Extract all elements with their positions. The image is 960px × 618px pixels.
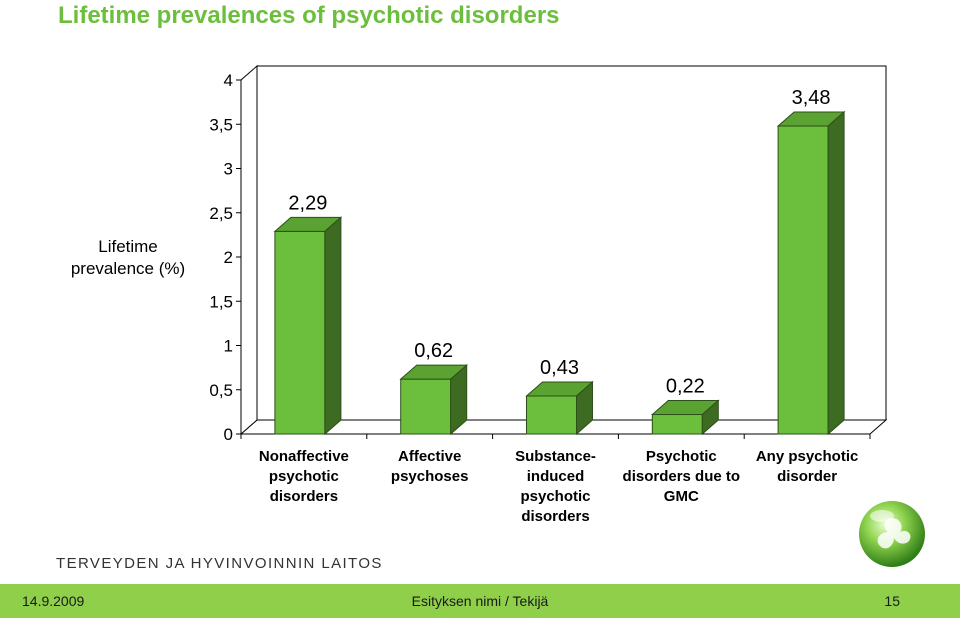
y-tick-label: 0 (224, 425, 233, 444)
y-axis-label: Lifetime prevalence (%) (70, 237, 186, 278)
bar-front (400, 378, 452, 435)
bar-value-label: 2,29 (288, 192, 327, 214)
y-tick-label: 2 (224, 248, 233, 267)
y-tick-label: 2,5 (209, 204, 233, 223)
x-category-label-line: disorders (269, 488, 339, 505)
x-category-label: Affective psychoses (365, 447, 495, 487)
x-category-label-line: psychotic (268, 468, 339, 485)
slide-title: Lifetime prevalences of psychotic disord… (58, 2, 560, 29)
y-tick-label: 3,5 (209, 115, 233, 134)
x-category-label: Substance-induced psychotic disorders (491, 447, 621, 527)
bar-side (324, 216, 342, 436)
x-category-label-line: induced (526, 468, 585, 485)
footer-presentation-name: Esityksen nimi / Tekijä (411, 593, 549, 609)
bar-side (701, 399, 719, 436)
footer-page-number: 15 (884, 593, 900, 609)
x-category-label-line: Substance- (515, 448, 596, 465)
y-axis-ticks: 0 0,5 1 1,5 2 2,5 3 3,5 4 (209, 71, 871, 444)
y-tick-label: 1 (224, 337, 233, 356)
x-category-label-line: disorders (521, 508, 590, 525)
bar-value-label: 3,48 (792, 87, 831, 109)
y-tick-label: 4 (224, 71, 233, 90)
y-tick-label: 3 (224, 160, 233, 179)
x-category-label-line: Nonaffective (258, 448, 349, 465)
chart-back-wall-edge (257, 65, 887, 420)
organization-name: TERVEYDEN JA HYVINVOINNIN LAITOS (56, 555, 383, 572)
value-labels: 2,29 0,62 0,43 0,22 3,48 (288, 87, 830, 398)
footer-bar: 14.9.2009 Esityksen nimi / Tekijä 15 (0, 584, 960, 618)
x-category-label-line: psychotic (520, 488, 591, 505)
chart-side-wall (240, 64, 258, 436)
bar-value-label: 0,62 (414, 340, 453, 362)
y-tick-label: 1,5 (209, 292, 233, 311)
bar-front (651, 414, 703, 435)
bar-front (777, 125, 829, 435)
bar-side (450, 364, 468, 436)
x-category-label-line: GMC (663, 488, 699, 505)
bar-front (526, 395, 577, 435)
x-category-label: Nonaffective psychotic disorders (239, 447, 369, 507)
chart-bars (273, 110, 846, 436)
x-category-label-line: Affective (398, 448, 462, 465)
bar-front (274, 230, 326, 435)
bar-side (576, 380, 593, 436)
bar-value-label: 0,22 (666, 376, 705, 398)
x-category-label-line: psychoses (390, 468, 469, 485)
x-category-label-line: disorder (777, 468, 838, 485)
x-category-label-line: Psychotic (645, 448, 717, 465)
bar-value-label: 0,43 (540, 357, 579, 379)
footer-date: 14.9.2009 (22, 593, 85, 609)
x-category-label-line: disorders due to (622, 468, 741, 485)
x-category-label: Any psychotic disorder (742, 447, 872, 487)
x-category-label-line: Any psychotic (755, 448, 859, 465)
bar-side (827, 110, 845, 436)
bar-chart: 0 0,5 1 1,5 2 2,5 3 3,5 4 2,29 0,62 0,43 0,22 3,48 (209, 64, 888, 444)
y-tick-label: 0,5 (209, 381, 233, 400)
x-category-label: Psychotic disorders due to GMC (616, 447, 746, 507)
logo-orb-icon (859, 501, 925, 567)
